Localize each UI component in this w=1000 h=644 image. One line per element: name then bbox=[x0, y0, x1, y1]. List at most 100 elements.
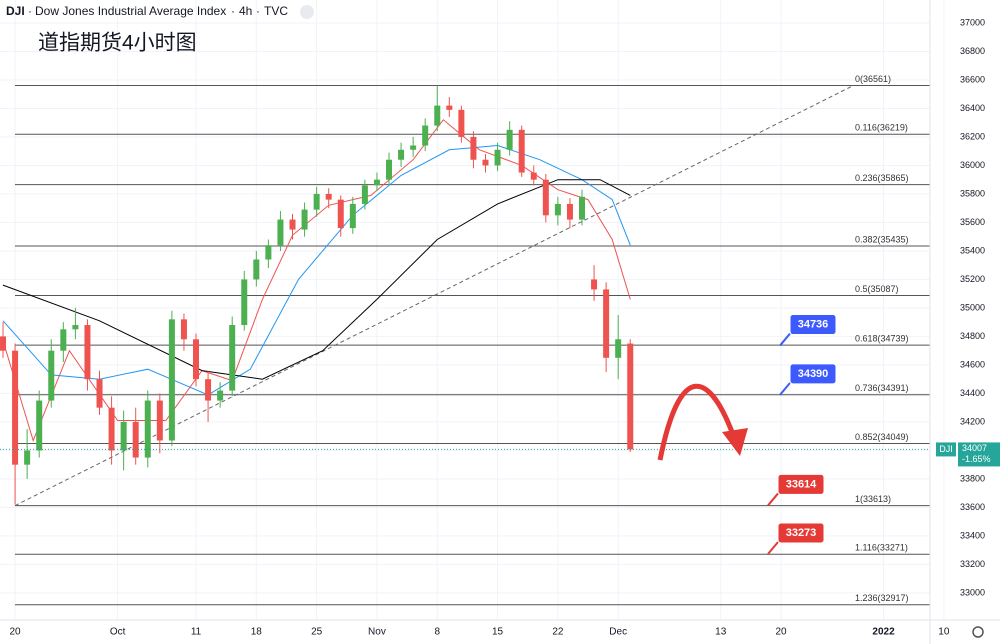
candle-body bbox=[289, 219, 296, 230]
y-tick-label: 35200 bbox=[960, 274, 985, 284]
candle-body bbox=[241, 279, 248, 326]
settings-icon[interactable] bbox=[972, 626, 984, 638]
x-tick-label: Oct bbox=[110, 627, 126, 638]
y-tick-label: 36200 bbox=[960, 131, 985, 141]
annotation-pointer bbox=[767, 492, 779, 507]
candle-body bbox=[518, 129, 525, 173]
candle-body bbox=[277, 219, 284, 246]
separator: · bbox=[256, 4, 260, 18]
candle-body bbox=[422, 125, 429, 146]
annotation-box bbox=[777, 473, 825, 495]
candle-body bbox=[205, 379, 212, 401]
candle-body bbox=[615, 339, 622, 358]
candle-body bbox=[144, 400, 151, 458]
x-tick-label: 25 bbox=[311, 627, 323, 638]
candle-body bbox=[410, 145, 417, 150]
separator: · bbox=[231, 4, 235, 18]
candle-body bbox=[313, 193, 320, 210]
x-tick-label: Dec bbox=[609, 627, 627, 638]
fib-label: 0.5(35087) bbox=[855, 284, 899, 294]
y-tick-label: 35800 bbox=[960, 188, 985, 198]
candle-body bbox=[494, 149, 501, 166]
y-tick-label: 35000 bbox=[960, 302, 985, 312]
candle-body bbox=[482, 159, 489, 166]
symbol-tag-label: DJI bbox=[939, 444, 953, 454]
x-tick-label: 20 bbox=[775, 627, 787, 638]
annotation: 33614 bbox=[767, 473, 825, 507]
fib-label: 1(33613) bbox=[855, 494, 891, 504]
annotation-box bbox=[789, 363, 837, 385]
candle-body bbox=[24, 450, 31, 465]
separator: · bbox=[28, 4, 32, 18]
annotation: 34390 bbox=[779, 363, 837, 396]
candle-body bbox=[373, 179, 380, 186]
candle-body bbox=[386, 159, 393, 180]
y-tick-label: 33400 bbox=[960, 530, 985, 540]
annotation: 33273 bbox=[767, 522, 825, 555]
candle-body bbox=[132, 421, 139, 458]
candle-body bbox=[12, 350, 19, 465]
y-tick-label: 33200 bbox=[960, 559, 985, 569]
candle-body bbox=[253, 259, 260, 280]
forecast-arrow-head bbox=[722, 428, 748, 456]
annotation-label: 33614 bbox=[786, 478, 817, 490]
candle-body bbox=[217, 390, 224, 401]
y-tick-label: 37000 bbox=[960, 17, 985, 27]
plot: 0(36561) 0.116(36219) 0.236(35865) 0.382(35… bbox=[0, 74, 930, 606]
candle-body bbox=[434, 105, 441, 126]
toggle-button[interactable] bbox=[300, 5, 314, 19]
candle-body bbox=[36, 400, 43, 451]
candle-body bbox=[566, 203, 573, 220]
annotation-label: 34390 bbox=[798, 368, 829, 380]
annotation-label: 33273 bbox=[786, 527, 817, 539]
source: TVC bbox=[264, 4, 288, 18]
last-price-label: 34007 bbox=[962, 443, 987, 453]
forecast-arrow bbox=[657, 383, 738, 461]
candle-body bbox=[627, 343, 634, 450]
annotation-pointer bbox=[779, 382, 791, 396]
symbol: DJI bbox=[6, 4, 25, 18]
x-tick-label: Nov bbox=[368, 627, 386, 638]
candle-body bbox=[506, 129, 513, 150]
candle-body bbox=[120, 421, 127, 451]
candle-body bbox=[229, 325, 236, 391]
fib-label: 0.736(34391) bbox=[855, 383, 909, 393]
candle-body bbox=[60, 329, 67, 351]
x-tick-label: 8 bbox=[434, 627, 440, 638]
candle-body bbox=[361, 185, 368, 204]
candle-body bbox=[603, 289, 610, 358]
last-price-change: -1.65% bbox=[962, 454, 991, 464]
candle-body bbox=[470, 136, 477, 160]
x-tick-label: 11 bbox=[191, 627, 202, 638]
y-tick-label: 36400 bbox=[960, 103, 985, 113]
annotation-pointer bbox=[767, 541, 779, 555]
candle-body bbox=[591, 279, 598, 290]
candle-body bbox=[180, 319, 187, 340]
candle-body bbox=[349, 203, 356, 229]
moving-average bbox=[2, 179, 631, 380]
candle-body bbox=[458, 109, 465, 137]
candle-body bbox=[72, 325, 79, 330]
y-tick-label: 35400 bbox=[960, 245, 985, 255]
y-tick-label: 35600 bbox=[960, 217, 985, 227]
candle-body bbox=[0, 336, 7, 351]
grid bbox=[0, 0, 945, 620]
annotation-box bbox=[789, 314, 837, 336]
candle-body bbox=[325, 193, 332, 200]
interval: 4h bbox=[239, 4, 252, 18]
fib-label: 1.236(32917) bbox=[855, 593, 909, 603]
x-tick-label: 20 bbox=[10, 627, 22, 638]
candle-body bbox=[579, 196, 586, 220]
fib-label: 0.236(35865) bbox=[855, 173, 909, 183]
candle-body bbox=[337, 199, 344, 229]
candle-body bbox=[96, 379, 103, 408]
candle-body bbox=[48, 350, 55, 401]
symbol-tag bbox=[936, 442, 956, 457]
fib-label: 0.382(35435) bbox=[855, 234, 909, 244]
y-tick-label: 33800 bbox=[960, 473, 985, 483]
fib-label: 0(36561) bbox=[855, 74, 891, 84]
x-tick-label: 2022 bbox=[872, 627, 895, 638]
symbol-name: Dow Jones Industrial Average Index bbox=[35, 4, 226, 18]
